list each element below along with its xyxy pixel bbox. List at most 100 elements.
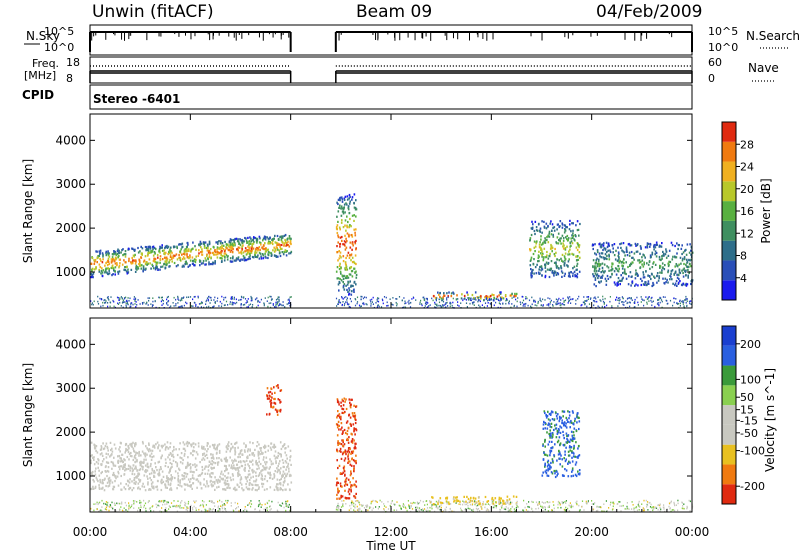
scatter-cell	[343, 283, 346, 286]
scatter-cell	[287, 299, 289, 301]
scatter-cell	[608, 253, 610, 256]
scatter-cell	[270, 463, 273, 466]
scatter-cell	[217, 253, 219, 256]
scatter-cell	[290, 474, 292, 477]
scatter-cell	[353, 280, 356, 283]
scatter-cell	[96, 261, 98, 264]
scatter-cell	[187, 463, 190, 467]
scatter-cell	[202, 457, 205, 460]
scatter-cell	[259, 453, 261, 456]
scatter-cell	[112, 273, 114, 276]
scatter-cell	[113, 443, 116, 446]
scatter-cell	[421, 304, 423, 307]
scatter-cell	[233, 466, 235, 470]
scatter-cell	[594, 262, 597, 265]
scatter-cell	[245, 476, 247, 479]
scatter-cell	[351, 412, 354, 415]
scatter-cell	[355, 208, 358, 211]
scatter-cell	[595, 259, 598, 262]
scatter-cell	[93, 262, 96, 265]
scatter-cell	[664, 277, 667, 280]
scatter-cell	[636, 272, 639, 276]
scatter-cell	[100, 446, 103, 449]
scatter-cell	[348, 451, 351, 454]
scatter-cell	[610, 269, 613, 272]
scatter-cell	[186, 248, 188, 251]
scatter-cell	[211, 485, 213, 488]
scatter-cell	[147, 247, 150, 250]
scatter-cell	[267, 256, 269, 260]
scatter-cell	[564, 425, 567, 428]
scatter-cell	[548, 463, 550, 466]
scatter-cell	[344, 457, 347, 460]
scatter-cell	[130, 305, 132, 308]
scatter-cell	[236, 240, 239, 243]
scatter-cell	[225, 468, 227, 472]
scatter-cell	[124, 255, 127, 258]
scatter-cell	[651, 266, 654, 269]
scatter-cell	[179, 461, 182, 464]
scatter-cell	[623, 301, 625, 303]
scatter-cell	[501, 298, 503, 300]
scatter-cell	[224, 479, 226, 482]
scatter-cell	[210, 472, 213, 475]
scatter-cell	[351, 261, 354, 264]
scatter-cell	[551, 435, 554, 438]
scatter-cell	[563, 304, 566, 306]
scatter-cell	[227, 499, 229, 502]
scatter-cell	[118, 468, 121, 471]
scatter-cell	[196, 464, 198, 467]
scatter-cell	[263, 466, 265, 469]
scatter-cell	[627, 243, 630, 246]
scatter-cell	[571, 456, 573, 459]
scatter-cell	[434, 303, 436, 305]
scatter-cell	[575, 303, 577, 305]
scatter-cell	[210, 296, 212, 299]
scatter-cell	[600, 243, 602, 247]
scatter-cell	[343, 465, 346, 468]
scatter-cell	[277, 489, 279, 492]
scatter-cell	[255, 461, 257, 464]
scatter-cell	[506, 499, 508, 502]
scatter-cell	[550, 260, 553, 263]
scatter-cell	[505, 299, 507, 302]
scatter-cell	[363, 303, 365, 306]
scatter-cell	[629, 264, 631, 267]
scatter-cell	[289, 449, 292, 452]
scatter-cell	[193, 258, 196, 261]
scatter-cell	[235, 459, 237, 462]
scatter-cell	[352, 459, 355, 462]
scatter-cell	[636, 250, 639, 253]
scatter-cell	[504, 294, 507, 297]
scatter-cell	[357, 500, 359, 502]
scatter-cell	[217, 481, 219, 484]
scatter-cell	[109, 506, 111, 508]
scatter-cell	[620, 246, 622, 249]
scatter-cell	[567, 297, 570, 300]
scatter-cell	[353, 201, 355, 205]
scatter-cell	[209, 473, 211, 476]
scatter-cell	[132, 441, 134, 444]
scatter-cell	[632, 256, 634, 259]
scatter-cell	[214, 249, 216, 252]
scatter-cell	[346, 215, 348, 218]
scatter-cell	[209, 263, 212, 266]
scatter-cell	[200, 487, 203, 490]
scatter-cell	[138, 260, 141, 263]
scatter-cell	[180, 243, 182, 246]
scatter-cell	[354, 298, 356, 300]
scatter-cell	[104, 470, 107, 473]
scatter-cell	[561, 275, 563, 278]
scatter-cell	[253, 454, 256, 457]
scatter-cell	[554, 270, 556, 273]
scatter-cell	[266, 236, 268, 239]
scatter-cell	[549, 301, 551, 303]
scatter-cell	[345, 229, 347, 232]
scatter-cell	[448, 291, 450, 294]
scatter-cell	[340, 485, 342, 488]
scatter-cell	[567, 462, 569, 465]
scatter-cell	[347, 251, 350, 254]
scatter-cell	[659, 301, 661, 304]
scatter-cell	[426, 298, 428, 301]
scatter-cell	[207, 245, 209, 248]
